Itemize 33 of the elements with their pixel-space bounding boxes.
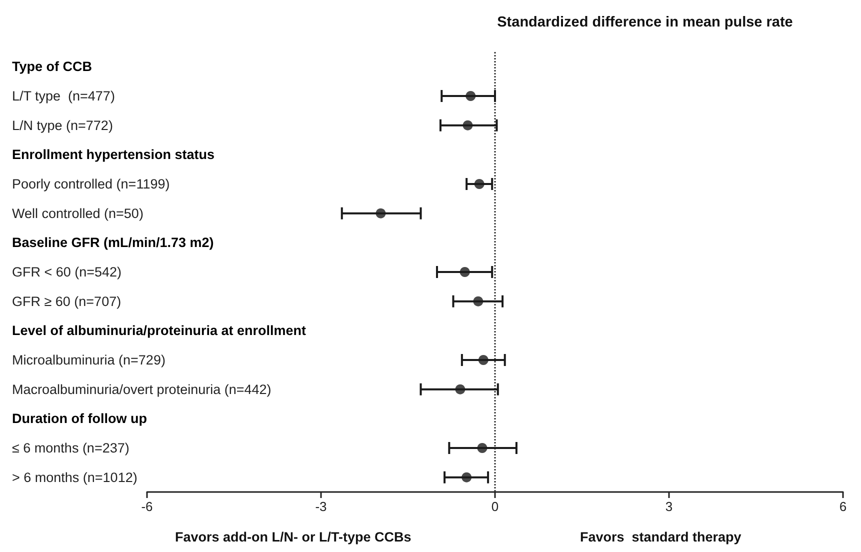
x-tick-label: 3	[665, 499, 673, 514]
y-tick-label: Type of CCB	[12, 59, 92, 74]
x-tick-label: -6	[141, 499, 153, 514]
point	[477, 443, 488, 453]
point	[466, 91, 476, 101]
text: Favors standard therapy	[580, 530, 742, 544]
y-tick-label: Macroalbuminuria/overt proteinuria (n=442)	[12, 382, 272, 397]
x-tick-label: 0	[491, 499, 499, 514]
y-tick-label: Duration of follow up	[12, 411, 147, 426]
y-tick-label: L/T type (n=477)	[12, 88, 115, 104]
chart-title: Standardized difference in mean pulse rate	[497, 14, 793, 30]
y-tick-label: Level of albuminuria/proteinuria at enrollment	[12, 323, 307, 338]
y-tick-label: > 6 months (n=1012)	[12, 470, 138, 485]
y-tick-label: GFR < 60 (n=542)	[12, 264, 122, 280]
point	[455, 384, 466, 394]
y-tick-label: Enrollment hypertension status	[12, 147, 215, 162]
x-tick-label: -3	[315, 499, 327, 514]
point	[473, 296, 484, 306]
y-tick-label: L/N type (n=772)	[12, 118, 113, 133]
y-tick-label: Baseline GFR (mL/min/1.73 m2)	[12, 235, 214, 250]
point	[462, 120, 473, 130]
point	[474, 179, 484, 189]
y-tick-label: GFR ≥ 60 (n=707)	[12, 294, 122, 309]
point	[462, 472, 472, 482]
point	[478, 355, 488, 365]
y-tick-label: Poorly controlled (n=1199)	[12, 176, 170, 192]
y-tick-label: ≤ 6 months (n=237)	[12, 440, 130, 456]
point	[376, 208, 386, 218]
x-tick-label: 6	[839, 499, 847, 514]
y-tick-label: Well controlled (n=50)	[12, 206, 144, 221]
text: Favors add-on L/N- or L/T-type CCBs	[175, 530, 412, 544]
y-tick-label: Microalbuminuria (n=729)	[12, 352, 166, 368]
point	[460, 267, 470, 277]
